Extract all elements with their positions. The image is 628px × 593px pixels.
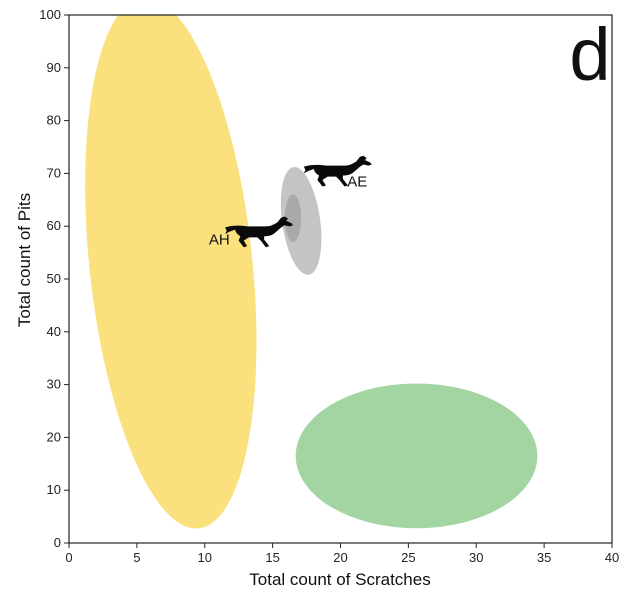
y-tick-label: 50 bbox=[47, 271, 61, 286]
x-tick-label: 10 bbox=[198, 550, 212, 565]
y-tick-label: 30 bbox=[47, 377, 61, 392]
point-label-ah: AH bbox=[209, 231, 230, 248]
x-tick-label: 35 bbox=[537, 550, 551, 565]
y-axis-title: Total count of Pits bbox=[15, 193, 34, 327]
ellipse-3 bbox=[284, 194, 302, 243]
ellipse-2 bbox=[280, 167, 322, 275]
x-tick-label: 30 bbox=[469, 550, 483, 565]
y-tick-label: 20 bbox=[47, 429, 61, 444]
y-tick-label: 70 bbox=[47, 165, 61, 180]
y-tick-label: 80 bbox=[47, 113, 61, 128]
y-tick-label: 60 bbox=[47, 218, 61, 233]
ellipse-1 bbox=[295, 383, 538, 529]
point-label-ae: AE bbox=[347, 173, 367, 190]
x-tick-label: 15 bbox=[265, 550, 279, 565]
x-axis-title: Total count of Scratches bbox=[249, 570, 430, 589]
x-tick-label: 25 bbox=[401, 550, 415, 565]
axis-ticks: 0 5 10 15 20 25 30 35 40 0 10 20 30 40 50 60 70 80 90 100 bbox=[39, 7, 619, 565]
x-tick-label: 40 bbox=[605, 550, 619, 565]
y-tick-label: 100 bbox=[39, 7, 61, 22]
panel-letter: d bbox=[569, 13, 610, 96]
y-tick-label: 90 bbox=[47, 60, 61, 75]
ellipse-0 bbox=[85, 15, 257, 529]
x-tick-label: 0 bbox=[65, 550, 72, 565]
x-tick-label: 5 bbox=[133, 550, 140, 565]
y-tick-label: 10 bbox=[47, 482, 61, 497]
plot-area: AE AH bbox=[85, 15, 538, 529]
x-tick-label: 20 bbox=[333, 550, 347, 565]
y-tick-label: 40 bbox=[47, 324, 61, 339]
y-tick-label: 0 bbox=[54, 535, 61, 550]
